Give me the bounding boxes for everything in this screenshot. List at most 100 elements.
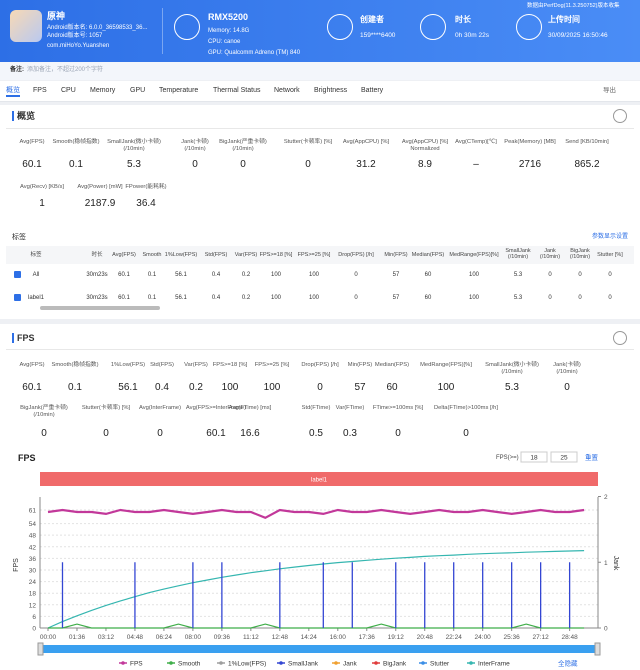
tab[interactable]: FPS xyxy=(33,87,47,94)
collected-by: 数据由PerfDog(11.3.250752)版本收集 xyxy=(527,3,620,9)
collapse-button[interactable] xyxy=(613,109,627,123)
x-tick-label: 12:48 xyxy=(272,634,289,641)
table-cell: 56.1 xyxy=(175,272,187,278)
table-cell: 100 xyxy=(308,295,319,301)
label-band xyxy=(40,472,598,486)
metric-value: 0 xyxy=(317,382,323,393)
table-cell: 60 xyxy=(424,272,432,278)
legend-marker[interactable] xyxy=(334,661,338,665)
table-cell: 0 xyxy=(608,295,612,301)
legend-marker[interactable] xyxy=(169,661,173,665)
table-header: Min(FPS) xyxy=(384,252,408,258)
table-header: 1%Low(FPS) xyxy=(164,252,198,258)
table-header: Jank (/10min) xyxy=(539,248,561,261)
tab[interactable]: Temperature xyxy=(159,87,199,94)
metric-value: 0 xyxy=(41,428,47,439)
table-cell: 56.1 xyxy=(175,295,187,301)
tab[interactable]: Brightness xyxy=(314,87,348,94)
metric-label: Std(FPS) xyxy=(150,362,174,368)
creator-label: 创建者 xyxy=(360,15,384,24)
table-cell: 60 xyxy=(424,295,432,301)
metric-label: BigJank(严重卡顿) (/10min) xyxy=(219,139,267,152)
legend-label[interactable]: 1%Low(FPS) xyxy=(228,661,266,668)
row-checkbox[interactable] xyxy=(14,271,21,278)
settings-link[interactable]: 参数显示设置 xyxy=(592,234,629,240)
threshold-input[interactable] xyxy=(520,451,548,463)
x-tick-label: 04:48 xyxy=(127,634,144,641)
scrollbar[interactable] xyxy=(40,306,160,310)
export-button[interactable]: 导出 xyxy=(603,87,616,94)
table-header: Drop(FPS) [/h] xyxy=(338,252,374,258)
y-tick-label: 18 xyxy=(29,591,37,598)
legend-label[interactable]: FPS xyxy=(130,661,143,668)
metric-value: 8.9 xyxy=(418,159,432,170)
legend-marker[interactable] xyxy=(279,661,283,665)
metric-label: Stutter(卡顿率) [%] xyxy=(81,405,131,411)
table-cell: 0 xyxy=(548,272,552,278)
y-tick-label: 36 xyxy=(29,556,37,563)
tab[interactable]: CPU xyxy=(61,87,76,94)
tab[interactable]: GPU xyxy=(130,87,146,94)
device-gpu: GPU: Qualcomm Adreno (TM) 840 xyxy=(208,50,301,56)
legend-label[interactable]: InterFrame xyxy=(478,661,510,668)
y-tick-label: 30 xyxy=(29,567,37,574)
legend-label[interactable]: SmallJank xyxy=(288,661,319,668)
metric-label: Drop(FPS) [/h] xyxy=(301,362,339,368)
metric-value: 865.2 xyxy=(574,159,600,170)
legend-label[interactable]: Smooth xyxy=(178,661,201,668)
tab[interactable]: Network xyxy=(274,87,300,94)
app-package: com.miHoYo.Yuanshen xyxy=(47,43,110,49)
metric-value: 1 xyxy=(39,198,45,209)
legend-marker[interactable] xyxy=(219,661,223,665)
table-header: Stutter [%] xyxy=(597,252,623,258)
table-header: 时长 xyxy=(91,252,103,258)
table-cell: 100 xyxy=(468,272,479,278)
range-slider[interactable] xyxy=(40,645,598,653)
tab[interactable]: 概览 xyxy=(6,87,20,98)
metric-label: Avg(AppCPU) [%] xyxy=(342,139,390,145)
metric-label: Smooth(稳帧指数) xyxy=(51,362,99,368)
slider-handle[interactable] xyxy=(37,642,44,656)
metric-label: FPower(能耗耗) xyxy=(125,184,167,190)
table-cell: 0.1 xyxy=(147,272,157,278)
legend-label[interactable]: BigJank xyxy=(383,661,407,668)
table-header: Avg(FPS) xyxy=(112,252,136,258)
tab[interactable]: Battery xyxy=(361,87,384,94)
row-checkbox[interactable] xyxy=(14,294,21,301)
hide-all-button[interactable]: 全隐藏 xyxy=(558,659,578,668)
metric-value: 0 xyxy=(192,159,198,170)
y2-tick-label: 2 xyxy=(604,494,608,501)
table-cell: 0 xyxy=(548,295,552,301)
note-input[interactable]: 添加备注，不超过200个字符 xyxy=(27,67,104,73)
legend-label[interactable]: Jank xyxy=(343,661,357,668)
legend-marker[interactable] xyxy=(421,661,425,665)
metric-value: – xyxy=(473,159,479,170)
collapse-button[interactable] xyxy=(613,331,627,345)
metric-label: Jank(卡顿) (/10min) xyxy=(553,362,581,375)
table-cell: 100 xyxy=(308,272,319,278)
metric-value: 0 xyxy=(103,428,109,439)
threshold-input[interactable] xyxy=(550,451,578,463)
metric-label: Avg(FTime) [ms] xyxy=(228,405,272,411)
threshold-value: 25 xyxy=(560,455,568,462)
table-header: FPS>=18 [%] xyxy=(259,252,293,258)
table-cell: 0 xyxy=(354,272,358,278)
x-tick-label: 00:00 xyxy=(40,634,57,641)
metric-value: 0 xyxy=(463,428,469,439)
legend-marker[interactable] xyxy=(469,661,473,665)
tab[interactable]: Memory xyxy=(90,87,116,94)
metric-label: BigJank(严重卡顿) (/10min) xyxy=(20,405,68,418)
threshold-label: FPS(>=) xyxy=(496,455,519,461)
tab[interactable]: Thermal Status xyxy=(213,87,261,94)
divider xyxy=(6,128,634,129)
threshold-value: 18 xyxy=(530,455,538,462)
reset-button[interactable]: 重置 xyxy=(585,454,599,462)
upload-label: 上传时间 xyxy=(548,15,580,24)
legend-label[interactable]: Stutter xyxy=(430,661,450,668)
table-cell: 0 xyxy=(354,295,358,301)
slider-handle[interactable] xyxy=(594,642,601,656)
legend-marker[interactable] xyxy=(374,661,378,665)
upload-icon xyxy=(516,14,542,40)
legend-marker[interactable] xyxy=(121,661,125,665)
